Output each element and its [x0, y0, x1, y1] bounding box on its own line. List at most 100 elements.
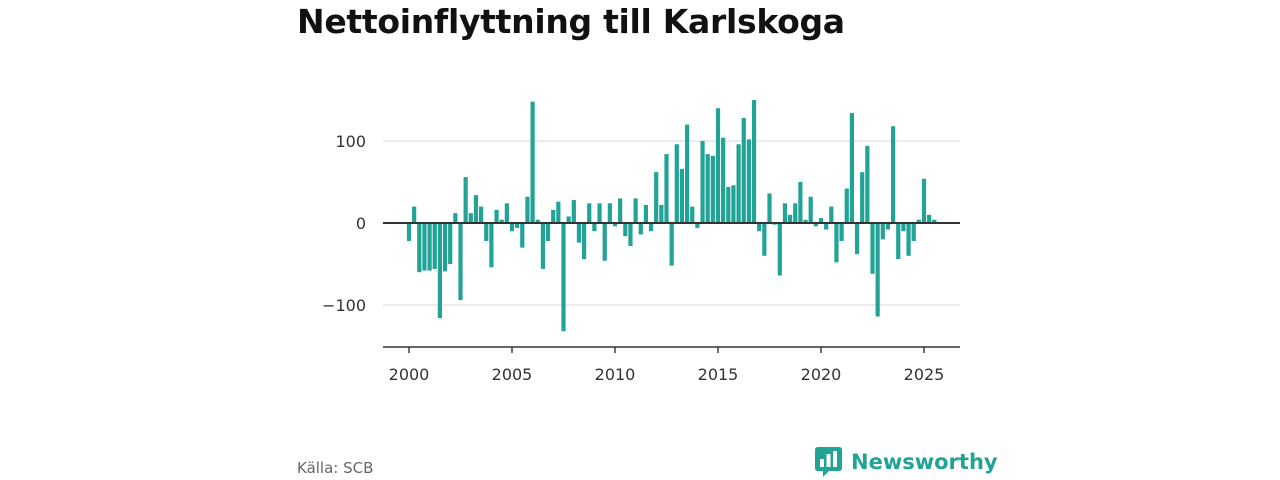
bar — [525, 196, 530, 223]
y-axis-tick-labels: 100 0 −100 — [322, 132, 366, 315]
bar — [767, 193, 772, 223]
bar — [932, 219, 937, 223]
bar — [448, 223, 453, 264]
bars — [406, 100, 937, 332]
bar — [484, 223, 489, 242]
bar — [556, 201, 561, 223]
bar — [592, 223, 597, 232]
bar — [762, 223, 767, 256]
bar — [844, 188, 849, 223]
bar — [746, 139, 751, 223]
bar — [648, 223, 654, 232]
bar — [685, 124, 690, 223]
bar-chart-speech-bubble-icon — [815, 447, 842, 477]
bar — [860, 172, 865, 223]
x-tick-label: 2010 — [595, 365, 636, 384]
bar — [442, 223, 448, 272]
bar — [612, 223, 618, 227]
bar — [777, 223, 782, 276]
bar — [705, 154, 710, 223]
bar — [839, 223, 844, 242]
brand-logo: Newsworthy — [815, 446, 998, 478]
logo-bar-1 — [820, 459, 824, 467]
bar — [654, 172, 659, 223]
bar — [515, 223, 520, 228]
bar — [726, 186, 731, 223]
x-tick-label: 2020 — [801, 365, 842, 384]
bar — [468, 213, 473, 223]
bar — [741, 118, 746, 223]
bar — [422, 223, 427, 271]
bar — [432, 223, 437, 269]
logo-bar-2 — [826, 454, 831, 467]
bar — [643, 204, 648, 223]
bar — [695, 223, 700, 228]
bar — [854, 223, 860, 255]
bar — [545, 223, 551, 242]
bar — [587, 203, 592, 223]
bar — [818, 218, 824, 223]
bar — [803, 219, 808, 223]
y-tick-label: −100 — [322, 296, 366, 315]
x-tick-label: 2000 — [389, 365, 430, 384]
chart-title: Nettoinflyttning till Karlskoga — [297, 2, 845, 41]
bar — [530, 101, 535, 223]
bar — [561, 223, 566, 332]
bar — [628, 223, 633, 246]
bar — [633, 198, 638, 223]
bar — [921, 178, 927, 223]
bar — [885, 223, 891, 230]
bar — [458, 223, 463, 301]
bar — [901, 223, 906, 232]
bar — [473, 195, 479, 223]
bar — [489, 223, 494, 268]
bar — [849, 113, 854, 223]
bar — [824, 223, 829, 230]
bar — [757, 223, 762, 232]
y-tick-label: 100 — [335, 132, 366, 151]
x-tick-label: 2015 — [698, 365, 739, 384]
bar — [535, 219, 540, 223]
bar — [576, 223, 582, 243]
bar — [731, 185, 736, 223]
bar — [721, 137, 726, 223]
bar — [499, 219, 504, 223]
x-tick-label: 2025 — [904, 365, 945, 384]
bar — [520, 223, 525, 248]
bar — [479, 206, 484, 223]
bar — [674, 144, 679, 223]
bar — [891, 126, 896, 223]
bar — [406, 223, 412, 242]
bar — [751, 100, 757, 223]
bar — [916, 219, 921, 223]
bar — [463, 177, 468, 223]
x-axis-ticks: 2000 2005 2010 2015 2020 2025 — [389, 347, 945, 384]
bar — [793, 203, 798, 223]
y-tick-label: 0 — [356, 214, 366, 233]
net-migration-bar-chart: 100 0 −100 2000 2005 2010 2015 2020 2025 — [322, 100, 960, 384]
bar — [808, 196, 813, 223]
bar — [509, 223, 515, 232]
bar — [582, 223, 587, 260]
bar — [700, 141, 705, 223]
bar — [597, 203, 602, 223]
bar — [417, 223, 422, 273]
bar — [437, 223, 442, 319]
bar — [710, 155, 715, 223]
bar — [870, 223, 875, 274]
source-note: Källa: SCB — [297, 459, 374, 477]
bar — [659, 204, 664, 223]
bar — [566, 216, 571, 223]
bar — [494, 209, 499, 223]
bar — [427, 223, 432, 271]
brand-name: Newsworthy — [851, 450, 998, 474]
gridlines — [383, 140, 960, 306]
bar — [736, 144, 741, 223]
bar — [865, 145, 870, 223]
bar — [669, 223, 674, 266]
bar — [906, 223, 911, 256]
bar — [911, 223, 916, 242]
bar — [834, 223, 839, 263]
bar — [715, 108, 721, 223]
bar — [782, 203, 788, 223]
